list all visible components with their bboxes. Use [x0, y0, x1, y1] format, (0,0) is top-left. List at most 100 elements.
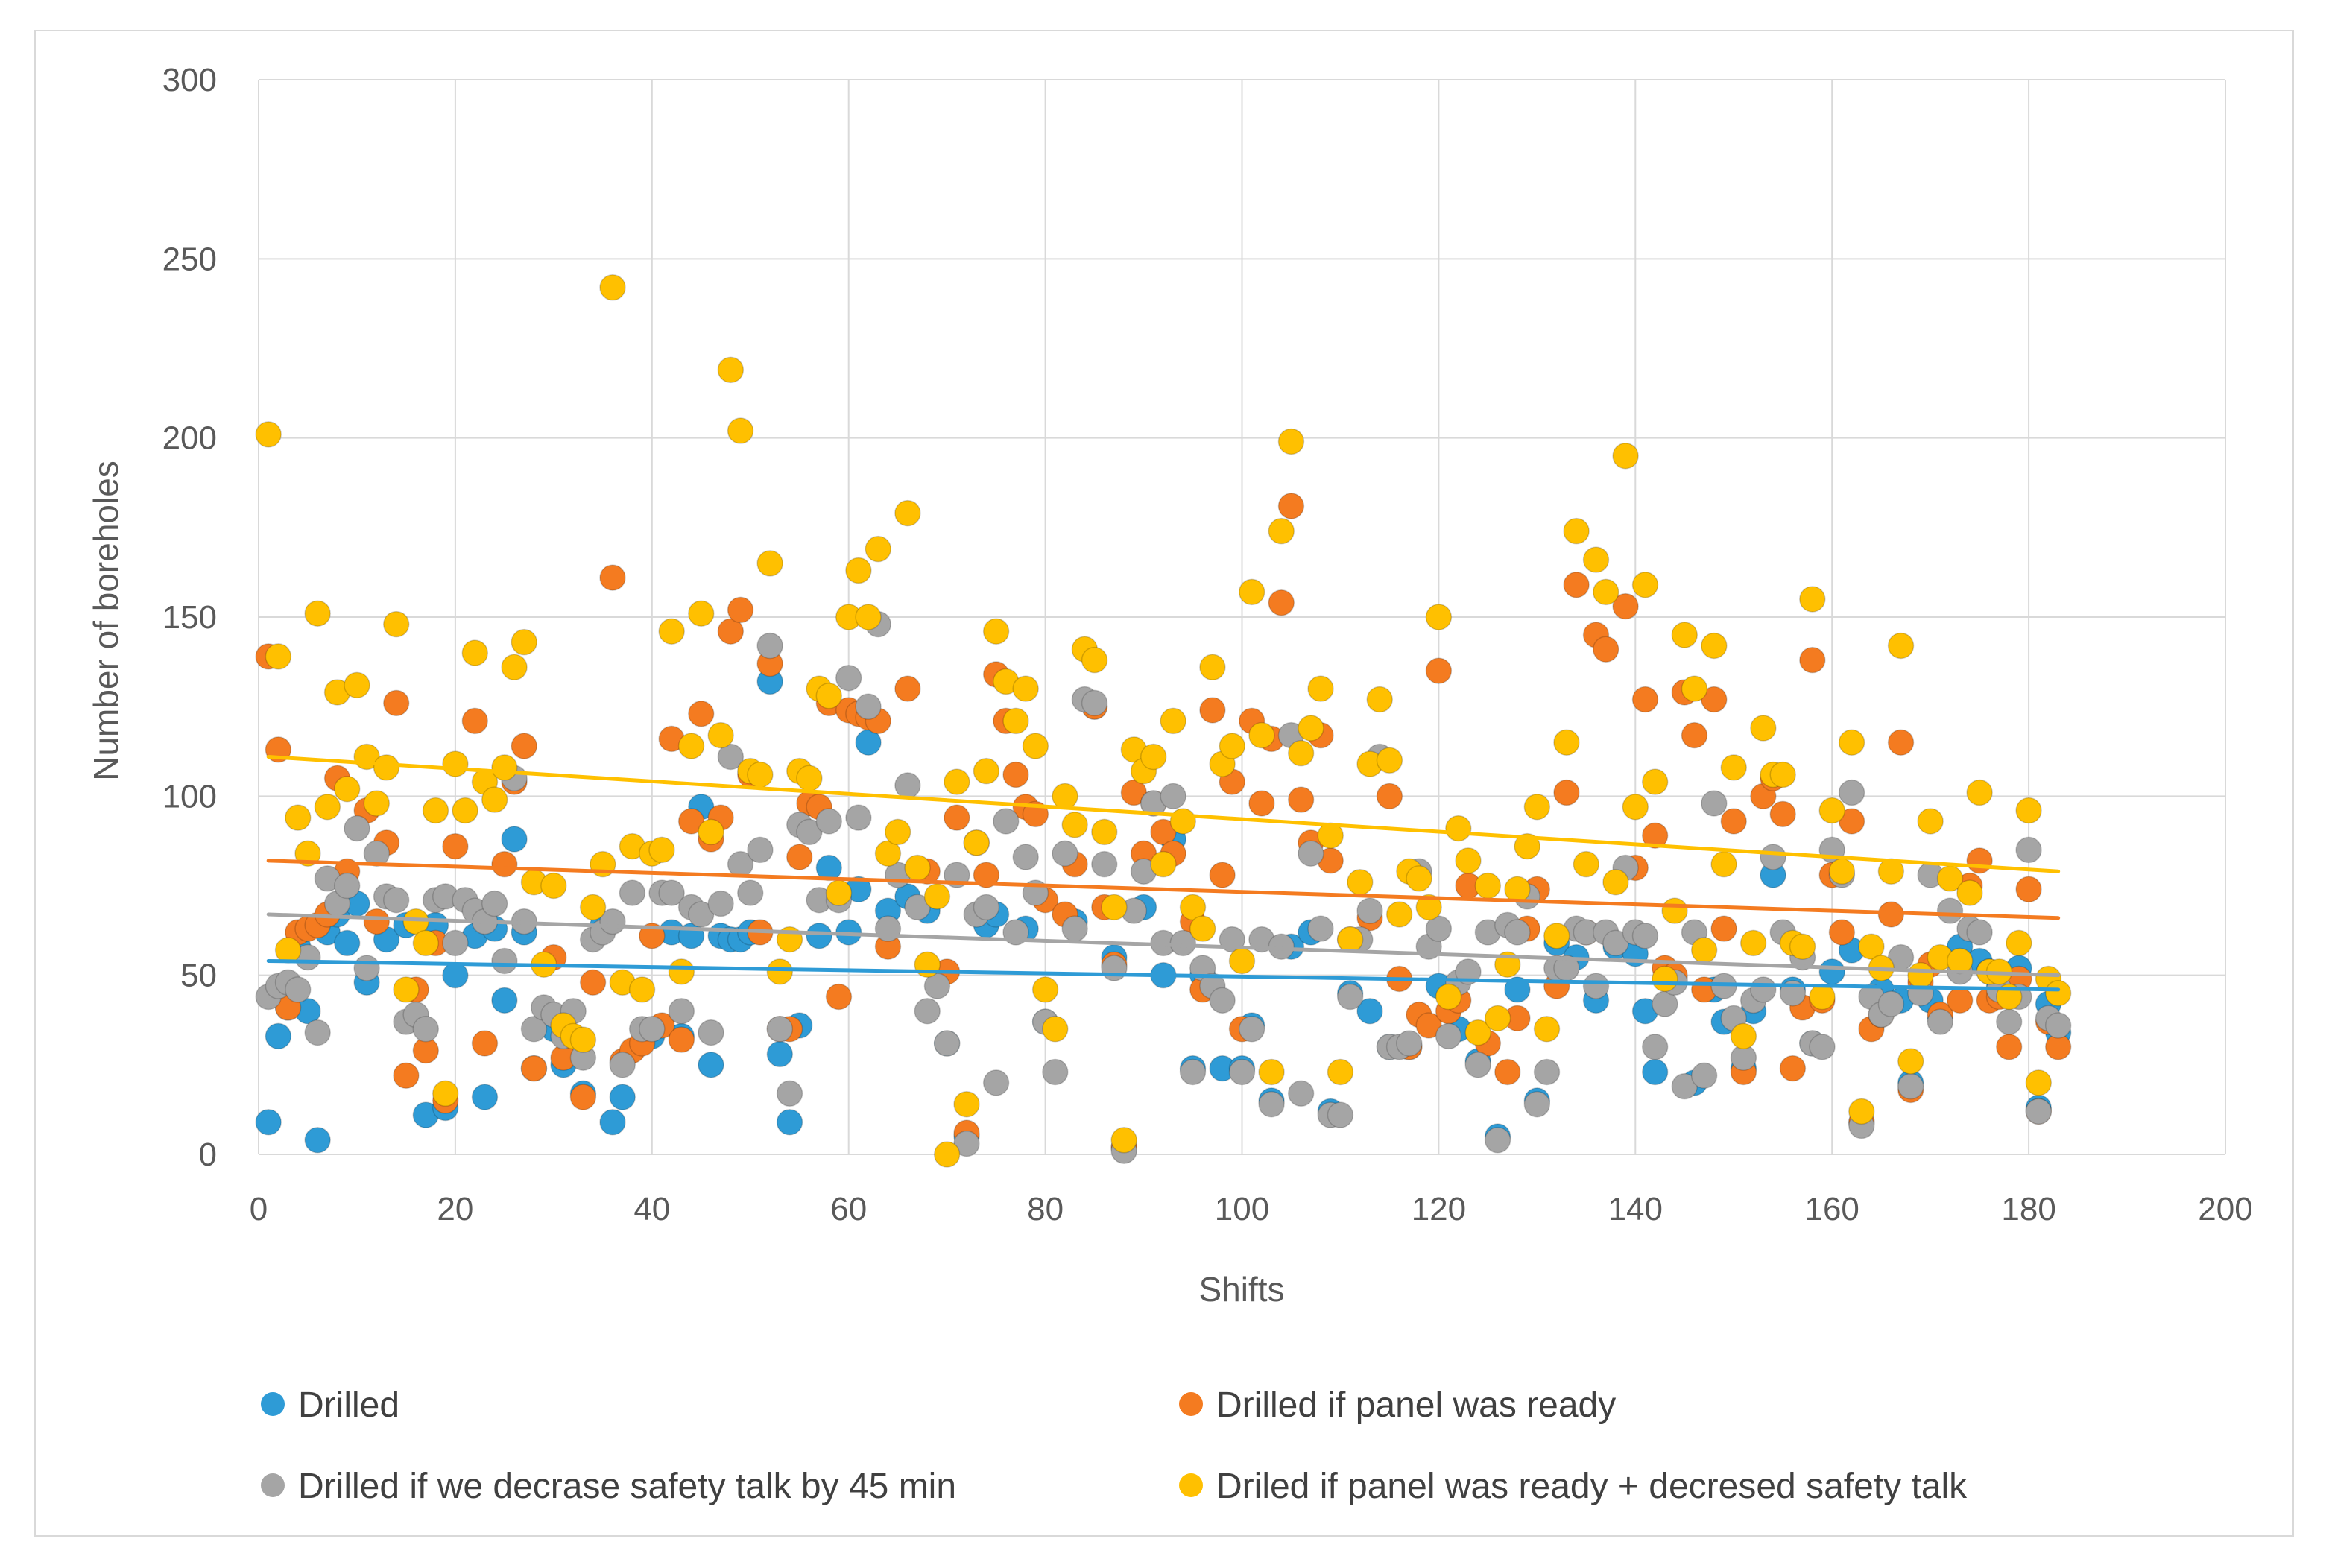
- series-4-point: [1169, 808, 1197, 835]
- series-2-point: [599, 564, 626, 591]
- series-2-point: [461, 707, 489, 735]
- series-4-point: [1052, 783, 1078, 810]
- axes: 0 20 40 60 80 100 120 140 160 180 200 0 50 100 150 200 2…: [162, 62, 2253, 1227]
- series-4-point: [2006, 929, 2032, 957]
- series-2-point: [1494, 1058, 1521, 1086]
- series-3-point: [953, 1130, 980, 1157]
- series-4-point: [1031, 976, 1059, 1003]
- series-4-point: [579, 894, 607, 921]
- series-3-point: [1671, 1072, 1698, 1100]
- series-3-point: [855, 693, 882, 720]
- series-4-point: [1730, 1022, 1757, 1050]
- y-tick-label: 150: [162, 599, 217, 636]
- series-4-point: [1189, 915, 1216, 942]
- series-1-point: [491, 987, 518, 1014]
- series-3-point: [1179, 1058, 1207, 1086]
- series-4-point: [648, 836, 675, 864]
- x-tick-label: 0: [250, 1191, 268, 1227]
- legend-marker-3: [261, 1473, 285, 1497]
- series-2-point: [1701, 686, 1728, 713]
- series-4-point: [373, 754, 400, 781]
- y-tick-label: 300: [162, 62, 217, 98]
- series-2-point: [1268, 589, 1295, 616]
- series-4-point: [294, 840, 321, 867]
- series-4-point: [1739, 929, 1767, 957]
- series-4-point: [1966, 779, 1993, 806]
- x-tick-label: 120: [1412, 1191, 1466, 1227]
- series-4-point: [1789, 933, 1816, 960]
- series-4-point: [1592, 578, 1619, 606]
- trendlines: [266, 754, 2061, 992]
- y-tick-label: 100: [162, 778, 217, 815]
- series-3-point: [491, 947, 518, 975]
- series-4-point: [1671, 622, 1698, 648]
- x-tick-label: 160: [1804, 1191, 1859, 1227]
- series-4-point: [344, 671, 370, 699]
- series-4-point: [382, 610, 410, 638]
- series-4-point: [1956, 879, 1983, 906]
- series-3-point: [1356, 897, 1383, 924]
- series-3-point: [619, 879, 646, 906]
- series-4-point: [265, 643, 292, 670]
- series-2-point: [1681, 721, 1708, 749]
- series-2-point: [1710, 915, 1737, 942]
- series-2-trendline: [266, 859, 2061, 920]
- series-2-point: [1376, 783, 1403, 810]
- series-3-point: [334, 872, 361, 900]
- series-4-point: [1917, 808, 1944, 835]
- series-4-point: [461, 639, 489, 666]
- series-4-point: [973, 757, 1000, 785]
- series-3-point: [1809, 1034, 1836, 1060]
- series-2-point: [1150, 818, 1177, 846]
- series-3-point: [747, 836, 774, 864]
- series-4-point: [1652, 965, 1678, 993]
- series-3-point: [1455, 958, 1482, 985]
- series-1-point: [776, 1108, 803, 1136]
- series-4-point: [1081, 646, 1108, 674]
- series-3-point: [2044, 1012, 2072, 1039]
- series-4-point: [1101, 894, 1128, 921]
- series-3-point: [1268, 933, 1295, 960]
- series-2-point: [973, 862, 1000, 888]
- series-3-point: [1228, 1058, 1256, 1086]
- series-4-point: [982, 618, 1010, 645]
- series-4-point: [1464, 1019, 1491, 1046]
- series-4-point: [1336, 926, 1364, 953]
- series-4-point: [1907, 961, 1934, 989]
- series-4-point: [1750, 715, 1777, 742]
- series-4-point: [1435, 983, 1462, 1011]
- series-3-point: [285, 976, 312, 1003]
- series-2-point: [1887, 729, 1915, 756]
- series-3-point: [1641, 1034, 1669, 1060]
- series-4-point: [1445, 815, 1472, 842]
- series-3-point: [973, 894, 1000, 921]
- series-4-point: [1631, 571, 1659, 598]
- series-3-point: [520, 1016, 548, 1043]
- series-4-point: [1268, 517, 1295, 545]
- series-3-point: [1209, 987, 1236, 1014]
- series-4-point: [688, 600, 715, 627]
- series-3-point: [609, 1052, 636, 1078]
- series-4-point: [314, 794, 341, 821]
- series-4-point: [658, 618, 685, 645]
- series-4-point: [1858, 933, 1885, 960]
- series-2-point: [1769, 800, 1796, 828]
- series-4-point: [1406, 865, 1432, 892]
- series-3-point: [1336, 983, 1364, 1011]
- series-4-point: [1150, 850, 1177, 878]
- series-4-point: [923, 883, 951, 910]
- series-3-point: [1081, 689, 1108, 717]
- series-4-point: [628, 976, 656, 1003]
- series-2-point: [1199, 697, 1226, 724]
- series-1-point: [766, 1040, 794, 1068]
- series-4-point: [2025, 1069, 2053, 1096]
- series-4-point: [1160, 707, 1186, 735]
- series-1-point: [1818, 958, 1845, 985]
- series-4-point: [491, 754, 518, 781]
- series-4-point: [1307, 675, 1334, 702]
- series-2-point: [688, 701, 715, 727]
- series-4-point: [540, 872, 567, 900]
- series-3-point: [481, 890, 508, 917]
- x-tick-label: 140: [1608, 1191, 1663, 1227]
- series-4-point: [1720, 754, 1747, 781]
